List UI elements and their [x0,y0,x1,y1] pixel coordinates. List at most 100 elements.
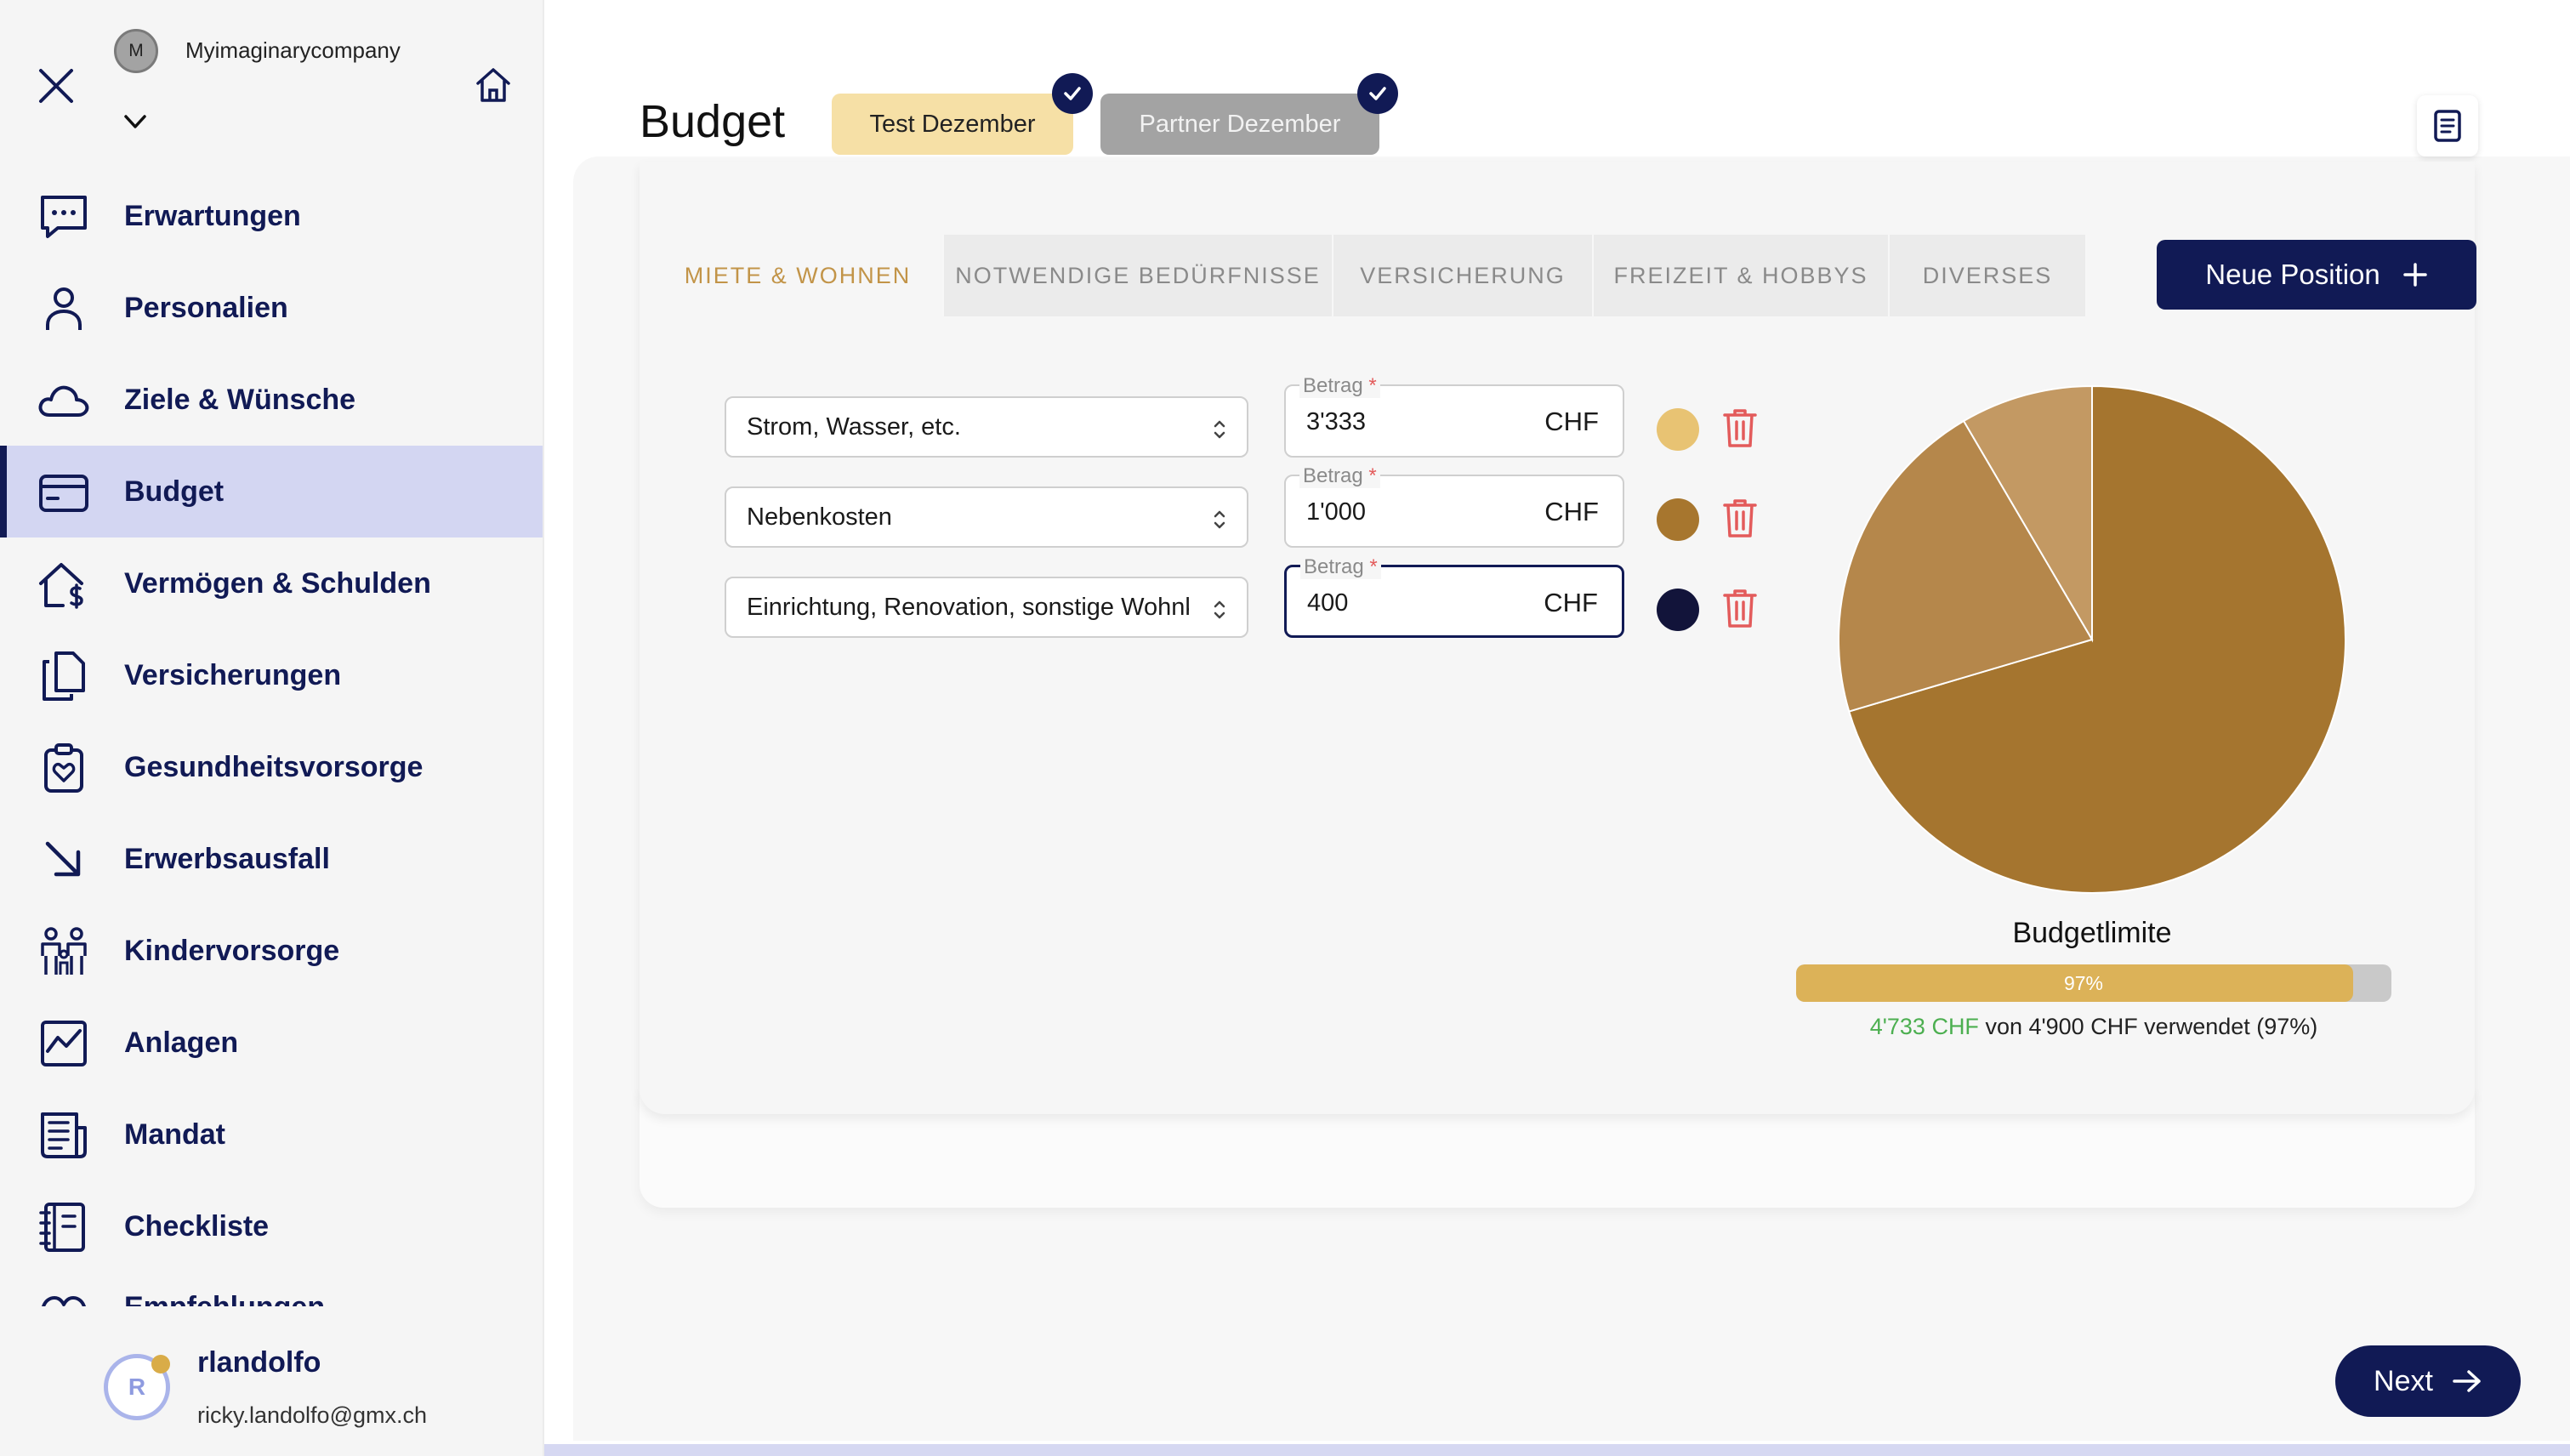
credit-card-icon [39,475,88,512]
amount-value: 1'000 [1306,498,1367,526]
sidebar-item-erwerbsausfall[interactable]: Erwerbsausfall [0,813,543,905]
sidebar-item-personalien[interactable]: Personalien [0,262,543,354]
tab-versicherung[interactable]: VERSICHERUNG [1333,235,1594,316]
color-swatch[interactable] [1657,408,1699,451]
sidebar-item-label: Kindervorsorge [124,934,340,967]
sidebar-item-mandat[interactable]: Mandat [0,1089,543,1180]
tab-miete-wohnen[interactable]: MIETE & WOHNEN [653,235,944,316]
sidebar-item-kindervorsorge[interactable]: Kindervorsorge [0,905,543,997]
select-arrows-icon [1214,510,1225,529]
notebook-icon [39,1203,85,1252]
sidebar-item-label: Mandat [124,1118,225,1151]
status-dot [151,1355,170,1374]
arrow-right-icon [2453,1370,2481,1392]
new-position-label: Neue Position [2205,259,2380,290]
sidebar-item-label: Budget [124,475,225,508]
tab-notwendige-beduerfnisse[interactable]: NOTWENDIGE BEDÜRFNISSE [944,235,1333,316]
required-mark: * [1369,555,1378,578]
tab-freizeit-hobbys[interactable]: FREIZEIT & HOBBYS [1594,235,1890,316]
select-arrows-icon [1214,420,1225,439]
category-select[interactable]: Strom, Wasser, etc. [725,396,1248,458]
check-icon [1357,73,1398,114]
sidebar-item-versicherungen[interactable]: Versicherungen [0,629,543,721]
amount-field[interactable]: Betrag * 400 CHF [1284,555,1624,638]
tab-diverses[interactable]: DIVERSES [1890,235,2087,316]
page-title: Budget [640,96,786,147]
person-icon [46,287,82,330]
sidebar-item-label: Erwerbsausfall [124,842,330,875]
sidebar-item-anlagen[interactable]: Anlagen [0,997,543,1089]
sidebar-nav: Erwartungen Personalien Ziele & Wünsche … [0,170,543,1306]
pie-slice [1848,384,2346,894]
sidebar-item-budget[interactable]: Budget [0,446,543,537]
user-name: rlandolfo [197,1346,321,1379]
pie-slice [1838,419,2094,713]
budget-chip-partner-dezember[interactable]: Partner Dezember [1100,94,1379,155]
sidebar-item-vermoegen[interactable]: Vermögen & Schulden [0,537,543,629]
color-swatch[interactable] [1657,589,1699,631]
category-select[interactable]: Einrichtung, Renovation, sonstige Wohnko… [725,577,1248,638]
next-label: Next [2374,1364,2433,1397]
currency-label: CHF [1544,497,1599,526]
trash-icon[interactable] [1721,497,1759,539]
sidebar: M Myimaginarycompany Erwartungen Persona… [0,0,544,1456]
budget-chip-test-dezember[interactable]: Test Dezember [832,94,1073,155]
budget-progress-bar: 97% [1796,964,2391,1002]
currency-label: CHF [1544,588,1598,617]
plus-icon [2402,263,2427,287]
sidebar-item-ziele[interactable]: Ziele & Wünsche [0,354,543,446]
company-name: Myimaginarycompany [185,37,401,63]
sidebar-item-label: Anlagen [124,1026,239,1059]
house-dollar-icon [39,563,83,609]
budget-pie-chart [1838,384,2346,894]
sidebar-item-erwartungen[interactable]: Erwartungen [0,170,543,262]
bottom-bar [544,1444,2570,1456]
chart-icon [41,1021,87,1066]
amount-label: Betrag [1303,374,1363,397]
document-icon [2434,110,2461,142]
newspaper-icon [41,1112,87,1158]
amount-value: 3'333 [1306,408,1367,435]
clipboard-heart-icon [44,743,83,793]
chevron-down-icon[interactable] [119,105,151,138]
user-profile[interactable]: R rlandolfo ricky.landolfo@gmx.ch [0,1314,543,1456]
amount-field[interactable]: Betrag * 1'000 CHF [1284,464,1624,548]
notes-button[interactable] [2417,95,2478,156]
amount-label: Betrag [1304,555,1364,578]
next-button[interactable]: Next [2335,1345,2521,1417]
sidebar-item-checkliste[interactable]: Checkliste [0,1180,543,1272]
budget-used-amount: 4'733 CHF [1869,1014,1979,1039]
required-mark: * [1368,464,1377,487]
sidebar-item-label: Vermögen & Schulden [124,566,431,600]
budget-progress-fill [1796,964,2354,1002]
amount-value: 400 [1307,589,1349,617]
currency-label: CHF [1544,407,1599,436]
arrow-down-right-icon [45,841,81,877]
sidebar-item-empfehlungen[interactable]: Empfehlungen [0,1272,543,1306]
new-position-button[interactable]: Neue Position [2157,240,2476,310]
color-swatch[interactable] [1657,498,1699,541]
user-email: ricky.landolfo@gmx.ch [197,1402,427,1428]
sidebar-item-label: Versicherungen [124,658,342,691]
pie-slice [1962,384,2093,643]
trash-icon[interactable] [1721,407,1759,449]
budget-usage-rest: von 4'900 CHF verwendet (97%) [1978,1014,2318,1039]
trash-icon[interactable] [1721,587,1759,629]
category-tabs: MIETE & WOHNEN NOTWENDIGE BEDÜRFNISSE VE… [653,235,2087,316]
sidebar-item-label: Personalien [124,291,288,324]
chat-icon [41,196,87,238]
budget-usage-text: 4'733 CHF von 4'900 CHF verwendet (97%) [1796,1014,2391,1040]
sidebar-item-gesundheit[interactable]: Gesundheitsvorsorge [0,721,543,813]
select-arrows-icon [1214,600,1225,619]
category-select[interactable]: Nebenkosten [725,486,1248,548]
company-avatar: M [114,29,158,73]
budget-progress-label: 97% [2063,971,2104,994]
check-icon [1052,73,1093,114]
cloud-icon [38,385,89,417]
sidebar-item-label: Gesundheitsvorsorge [124,750,424,783]
budget-limit-title: Budgetlimite [2012,917,2172,949]
documents-icon [43,651,85,701]
home-icon[interactable] [473,65,514,105]
close-icon[interactable] [34,64,78,108]
amount-field[interactable]: Betrag * 3'333 CHF [1284,374,1624,458]
